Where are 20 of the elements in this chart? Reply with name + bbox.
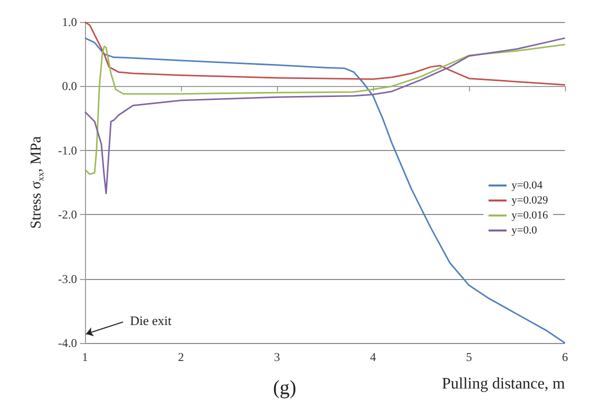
x-tick-label: 2 xyxy=(178,350,184,364)
legend-label: y=0.04 xyxy=(512,180,543,192)
y-tick-label: 1.0 xyxy=(62,15,77,29)
x-tick-label: 5 xyxy=(466,350,472,364)
y-tick-label: 0.0 xyxy=(62,79,77,94)
x-tick-label: 6 xyxy=(562,350,568,364)
annotation: Die exit xyxy=(130,313,172,328)
x-tick-label: 1 xyxy=(82,350,88,364)
legend-label: y=0.0 xyxy=(512,224,538,236)
y-tick-label: -2.0 xyxy=(58,208,77,222)
y-tick-label: -3.0 xyxy=(58,272,77,286)
y-tick-label: -4.0 xyxy=(58,336,77,350)
y-axis-title: Stress σxx, MPa xyxy=(28,136,46,229)
x-axis-title: Pulling distance, m xyxy=(442,376,566,392)
legend-label: y=0.029 xyxy=(512,194,548,206)
x-tick-label: 4 xyxy=(370,350,376,364)
y-tick-label: -1.0 xyxy=(58,143,77,158)
legend-label: y=0.016 xyxy=(512,210,548,222)
x-tick-label: 3 xyxy=(274,350,280,364)
text: (g) xyxy=(273,377,296,399)
